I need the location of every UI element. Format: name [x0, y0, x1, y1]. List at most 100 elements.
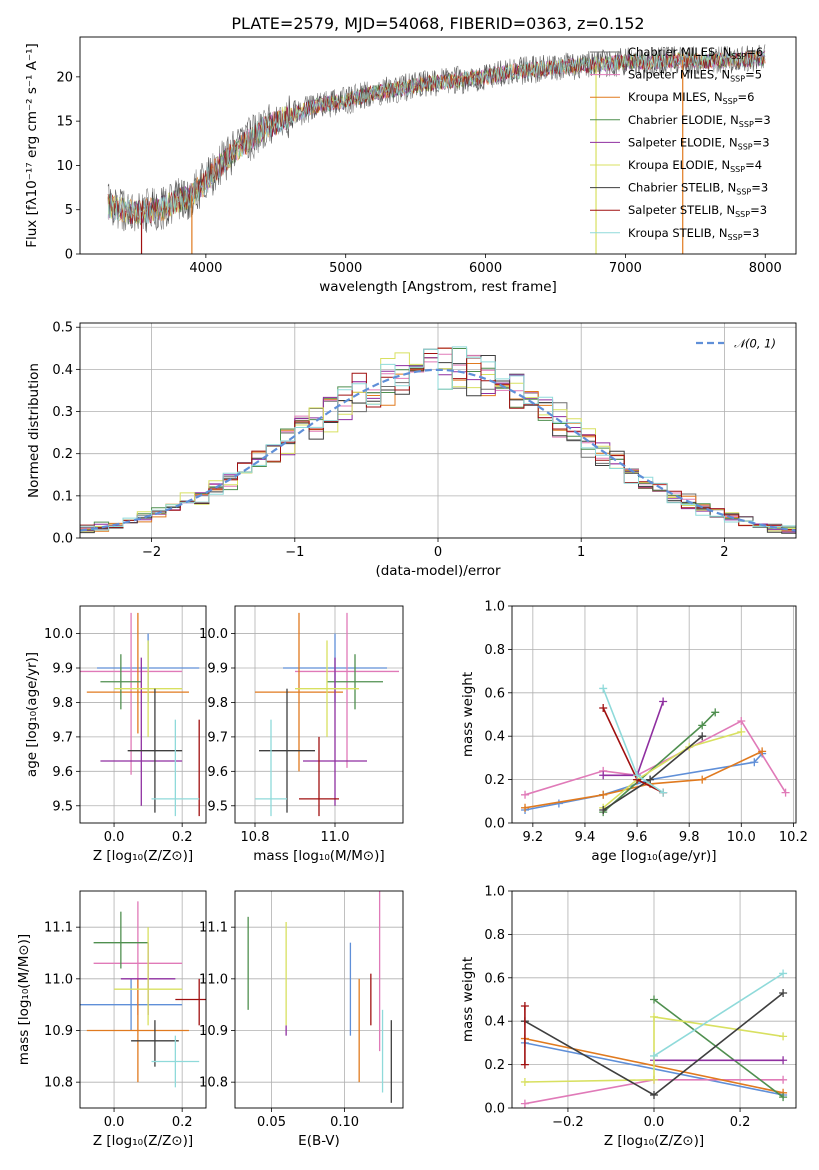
axis-ticks: 0.05 0.10 10.8 10.9 11.0 11.1	[199, 921, 359, 1130]
y-tick-label: 9.6	[52, 765, 73, 780]
x-tick-label: 7000	[609, 261, 642, 276]
y-tick-label: 0.8	[484, 928, 505, 943]
plot-area	[80, 606, 206, 823]
errorbar-point	[114, 927, 183, 1026]
x-tick-label: 11.0	[321, 830, 350, 845]
x-tick-label: 8000	[749, 261, 782, 276]
y-axis-label: mass [log₁₀(M/M⊙)]	[16, 934, 32, 1065]
x-axis-label: Z [log₁₀(Z/Z⊙)]	[604, 1133, 704, 1149]
errorbar-point	[100, 657, 183, 806]
errorbar-point	[93, 911, 149, 969]
panel-spectrum: 4000 5000 6000 7000 8000 0 5 10 15 20 wavelength […	[24, 36, 797, 295]
weight-marker	[659, 788, 668, 797]
y-tick-label: 0.4	[484, 1015, 505, 1030]
panel-age_vs_Z: 0.0 0.2 9.5 9.6 9.7 9.8 9.9 10.0 Z [log₁₀(Z/Z⊙)]…	[24, 605, 207, 864]
weight-marker	[750, 758, 759, 767]
axes-frame	[234, 890, 404, 1109]
axes-frame	[79, 605, 207, 824]
y-tick-label: 9.9	[52, 662, 73, 677]
x-tick-label: 0	[434, 545, 442, 560]
x-tick-label: 0.2	[730, 1115, 751, 1130]
errorbar-point	[127, 688, 183, 813]
y-tick-label: 9.7	[52, 730, 73, 745]
axis-ticks: 0.0 0.2 10.8 10.9 11.0 11.1	[44, 921, 192, 1130]
weight-marker	[779, 1032, 788, 1041]
weight-marker	[599, 790, 608, 799]
x-tick-label: 0.2	[172, 830, 193, 845]
weight-marker	[646, 775, 655, 784]
y-tick-label: 10.9	[44, 1024, 73, 1039]
x-tick-label: 0.2	[172, 1115, 193, 1130]
errorbar-point	[259, 688, 315, 813]
panel-mass_vs_ebv: 0.05 0.10 10.8 10.9 11.0 11.1 E(B-V)	[199, 890, 404, 1149]
weight-marker	[520, 1060, 529, 1069]
errorbar-point	[255, 612, 343, 772]
weight-marker	[698, 721, 707, 730]
errorbar-point	[80, 978, 183, 1031]
weight-marker	[554, 799, 563, 808]
y-tick-label: 10	[56, 159, 73, 174]
x-tick-label: 10.8	[241, 830, 270, 845]
errorbar-point	[295, 640, 359, 737]
y-tick-label: 0.0	[484, 817, 505, 832]
y-tick-label: 9.8	[52, 696, 73, 711]
weight-marker	[737, 717, 746, 726]
y-tick-label: 0.2	[484, 773, 505, 788]
y-tick-label: 1.0	[484, 600, 505, 615]
x-tick-label: 10.2	[779, 830, 808, 845]
axes-frame	[79, 890, 207, 1109]
x-tick-label: 9.8	[679, 830, 700, 845]
weight-marker	[599, 684, 608, 693]
y-tick-label: 0.6	[484, 971, 505, 986]
x-tick-label: 0.0	[104, 830, 125, 845]
legend-entry: Chabrier STELIB, NSSP=3	[628, 181, 768, 197]
y-axis-label: mass weight	[460, 957, 476, 1042]
y-axis-label: Normed distribution	[26, 363, 42, 498]
weight-line	[653, 998, 784, 1098]
weight-marker	[599, 805, 608, 814]
errorbar-point	[175, 978, 206, 1026]
weight-marker	[779, 1056, 788, 1065]
x-tick-label: 2	[720, 545, 728, 560]
weight-marker	[758, 747, 767, 756]
x-tick-label: 9.6	[627, 830, 648, 845]
weight-marker	[698, 775, 707, 784]
axis-ticks: 9.2 9.4 9.6 9.8 10.0 10.2 0.0 0.2 0.4 0.6 0.8 1.0	[484, 600, 808, 846]
axes-frame	[79, 322, 797, 539]
weight-marker	[779, 1075, 788, 1084]
y-tick-label: 0	[65, 248, 73, 263]
legend-entry: Chabrier MILES, NSSP=6	[628, 45, 763, 61]
y-tick-label: 0.6	[484, 686, 505, 701]
legend-entry: Salpeter MILES, NSSP=5	[628, 68, 762, 84]
errorbar-point	[131, 1020, 179, 1067]
x-axis-label: mass [log₁₀(M/M⊙)]	[253, 848, 384, 864]
x-tick-label: −0.2	[552, 1115, 584, 1130]
y-tick-label: 9.9	[207, 662, 228, 677]
x-tick-label: 0.0	[644, 1115, 665, 1130]
errorbar-point	[151, 719, 200, 817]
weight-marker	[520, 1077, 529, 1086]
y-tick-label: 10.0	[44, 627, 73, 642]
y-tick-label: 15	[56, 115, 73, 130]
y-tick-label: 11.1	[44, 921, 73, 936]
y-tick-label: 1.0	[484, 885, 505, 900]
y-tick-label: 0.4	[52, 363, 73, 378]
weight-marker	[650, 1090, 658, 1099]
weight-marker	[650, 1012, 658, 1021]
weight-marker	[520, 1099, 529, 1108]
y-tick-label: 9.5	[52, 799, 73, 814]
errorbar-point	[295, 612, 399, 768]
weight-marker	[599, 771, 608, 780]
weight-marker	[599, 703, 608, 712]
legend-entry: Salpeter ELODIE, NSSP=3	[628, 135, 770, 151]
panel-mass_vs_Z: 0.0 0.2 10.8 10.9 11.0 11.1 Z [log₁₀(Z/Z⊙)] mas…	[16, 890, 207, 1149]
y-tick-label: 11.0	[199, 972, 228, 987]
y-tick-label: 0.5	[52, 321, 73, 336]
x-axis-label: Z [log₁₀(Z/Z⊙)]	[93, 1133, 193, 1149]
plot-area	[80, 891, 206, 1108]
y-tick-label: 0.2	[52, 447, 73, 462]
axis-ticks: 4000 5000 6000 7000 8000 0 5 10 15 20	[56, 70, 781, 276]
weight-marker	[737, 727, 746, 736]
y-tick-label: 5	[65, 203, 73, 218]
